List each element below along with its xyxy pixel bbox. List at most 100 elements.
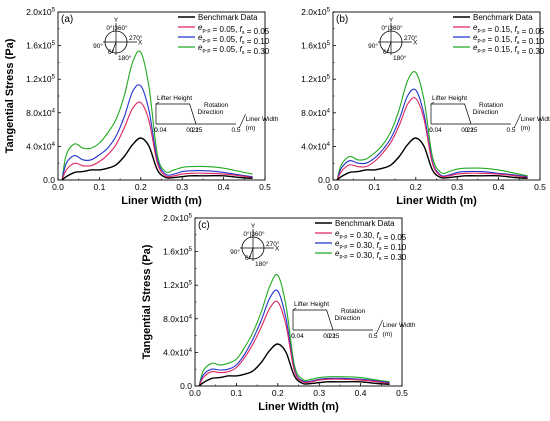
polar-label-top: 0°|360° xyxy=(243,230,265,238)
legend-label: ep-p = 0.30, fs = 0.10 xyxy=(335,239,407,252)
x-tick-label: 0.2 xyxy=(410,182,422,192)
y-tick-label: 0.0 xyxy=(180,381,192,391)
x-tick-label: 0.4 xyxy=(218,182,230,192)
y-tick-label: 0.0 xyxy=(43,175,55,185)
lifter-height-pointer xyxy=(430,101,435,105)
liner-width-unit: (m) xyxy=(521,125,531,132)
y-tick-label: 1.2x105 xyxy=(163,280,193,290)
lifter-tick-label: 0.25 xyxy=(190,127,203,134)
series-line xyxy=(198,289,390,386)
polar-label-x: X xyxy=(138,40,143,47)
rotation-label: Rotation xyxy=(341,308,366,315)
y-tick-label: 1.6x105 xyxy=(301,41,331,51)
series-line xyxy=(336,137,528,180)
lifter-tick-label: 0.25 xyxy=(465,127,478,134)
lifter-tick-label: 0 xyxy=(291,333,295,340)
x-tick-label: 0.5 xyxy=(534,182,546,192)
x-tick-label: 0.4 xyxy=(355,388,367,398)
y-tick-label: 2.0x105 xyxy=(163,213,193,223)
y-tick-label: 1.6x105 xyxy=(163,247,193,257)
legend-label: Benchmark Data xyxy=(335,219,395,228)
lifter-tick-label: 0.5 xyxy=(506,127,515,134)
polar-angle-line xyxy=(386,41,392,54)
polar-label-top: 0°|360° xyxy=(106,24,128,32)
x-tick-label: 0.3 xyxy=(451,182,463,192)
polar-label-270: 270° xyxy=(266,240,280,248)
polar-label-90: 90° xyxy=(230,248,240,256)
x-tick-label: 0.0 xyxy=(327,182,339,192)
x-tick-label: 0.5 xyxy=(259,182,271,192)
legend-label: Benchmark Data xyxy=(198,13,258,22)
series-line xyxy=(198,343,390,386)
direction-label: Direction xyxy=(473,109,499,116)
polar-label-6: 6° xyxy=(383,48,390,56)
lifter-height-label: Lifter Height xyxy=(157,95,192,102)
series-line xyxy=(61,50,253,180)
legend-label: ep-p = 0.30, fs = 0.05 xyxy=(335,229,407,242)
lifter-tick-label: 0 xyxy=(154,127,158,134)
polar-label-90: 90° xyxy=(368,42,378,50)
series-line xyxy=(61,101,253,180)
polar-diagram: Y0°|360°270°X 90° 6°180° xyxy=(230,223,280,268)
lifter-tick-label: 0.04 xyxy=(429,127,442,134)
x-tick-label: 0.0 xyxy=(189,388,201,398)
series-line xyxy=(61,84,253,180)
x-tick-label: 0.3 xyxy=(176,182,188,192)
polar-diagram: Y0°|360°270°X 90° 6°180° xyxy=(93,17,143,62)
lifter-shape xyxy=(430,103,472,125)
y-tick-label: 1.6x105 xyxy=(26,41,56,51)
series-line xyxy=(61,137,253,180)
y-tick-label: 1.2x105 xyxy=(301,74,331,84)
polar-diagram: Y0°|360°270°X 90° 6°180° xyxy=(368,17,418,62)
x-tick-label: 0.1 xyxy=(93,182,105,192)
legend-label: ep-p = 0.15, fs = 0.10 xyxy=(473,33,545,46)
series-group xyxy=(198,273,390,386)
y-tick-label: 8.0x104 xyxy=(26,108,56,118)
polar-label-270: 270° xyxy=(404,34,418,42)
series-line xyxy=(336,71,528,180)
x-tick-label: 0.2 xyxy=(135,182,147,192)
y-tick-label: 4.0x104 xyxy=(301,141,331,151)
panel-label: (b) xyxy=(336,14,348,25)
lifter-shape xyxy=(292,309,334,331)
series-group xyxy=(61,50,253,180)
direction-label: Direction xyxy=(198,109,224,116)
legend-label: Benchmark Data xyxy=(473,13,533,22)
liner-width-pointer xyxy=(375,319,383,335)
panel-label: (a) xyxy=(61,14,73,25)
liner-width-pointer xyxy=(513,113,521,129)
polar-label-270: 270° xyxy=(129,34,143,42)
x-axis-label: Liner Width (m) xyxy=(121,195,202,207)
series-group xyxy=(336,71,528,180)
lifter-height-pointer xyxy=(292,307,297,311)
liner-width-unit: (m) xyxy=(246,125,256,132)
polar-label-top: 0°|360° xyxy=(381,24,403,32)
direction-label: Direction xyxy=(335,315,361,322)
liner-width-label: Liner Width xyxy=(246,116,279,123)
series-line xyxy=(198,273,390,386)
x-tick-label: 0.2 xyxy=(272,388,284,398)
x-tick-label: 0.1 xyxy=(230,388,242,398)
x-tick-label: 0.5 xyxy=(396,388,408,398)
y-tick-label: 8.0x104 xyxy=(301,108,331,118)
x-axis-label: Liner Width (m) xyxy=(258,401,339,413)
chart-panel: 0.0 0.1 0.2 0.3 0.4 0.5 0.0 4.0x104 8.0x104 1.2x1… xyxy=(141,213,416,413)
liner-width-pointer xyxy=(238,113,246,129)
lifter-height-label: Lifter Height xyxy=(432,95,467,102)
chart-panel: 0.0 0.1 0.2 0.3 0.4 0.5 0.0 4.0x104 8.0x104 1.2x1… xyxy=(4,7,279,207)
x-tick-label: 0.3 xyxy=(313,388,325,398)
polar-label-6: 6° xyxy=(108,48,115,56)
y-axis-label: Tangential Stress (Pa) xyxy=(4,38,16,153)
polar-label-y: Y xyxy=(114,17,119,24)
lifter-height-label: Lifter Height xyxy=(294,301,329,308)
lifter-tick-label: 0.21 xyxy=(323,333,336,340)
legend-label: ep-p = 0.05, fs = 0.30 xyxy=(198,43,270,56)
polar-label-180: 180° xyxy=(393,54,407,62)
lifter-tick-label: 0.5 xyxy=(231,127,240,134)
polar-label-x: X xyxy=(413,40,418,47)
lifter-shape xyxy=(155,103,197,125)
legend-label: ep-p = 0.15, fs = 0.05 xyxy=(473,23,545,36)
panel-label: (c) xyxy=(198,220,210,231)
legend-label: ep-p = 0.05, fs = 0.05 xyxy=(198,23,270,36)
lifter-tick-label: 0 xyxy=(429,127,433,134)
